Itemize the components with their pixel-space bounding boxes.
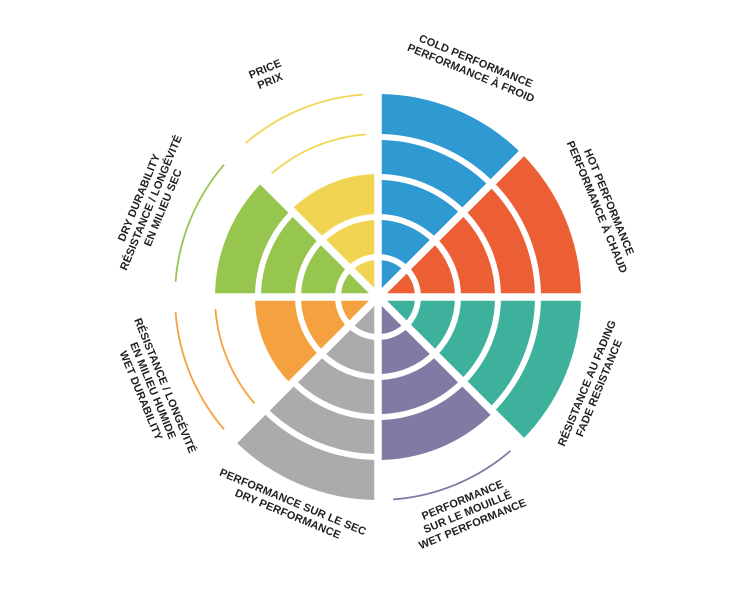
sector-fade-resistance-band-5 (493, 297, 581, 441)
sector-cold-performance-band-3 (378, 180, 461, 239)
sector-wet-performance-remainder-ring-5-arc (393, 450, 511, 501)
sector-hot-performance-band-4 (464, 185, 535, 297)
sector-fade-resistance-band-3 (436, 297, 495, 380)
sector-hot-performance-band-5 (493, 153, 581, 297)
sector-wet-performance-band-3 (378, 355, 461, 414)
sector-wet-durability-remainder-ring-5-arc (174, 312, 225, 430)
sector-dry-durability-band-3 (261, 214, 320, 297)
sector-dry-performance-band-4 (266, 383, 378, 454)
sector-hot-performance-band-3 (436, 214, 495, 297)
sector-wet-durability-band-3 (255, 297, 320, 384)
sector-price-remainder-ring-5-arc (245, 93, 363, 144)
sector-wet-performance-band-4 (378, 383, 494, 460)
sector-cold-performance-band-5 (378, 94, 522, 182)
sector-price-remainder-ring-4-arc (271, 133, 367, 174)
sector-fade-resistance-band-4 (464, 297, 535, 409)
sector-price-band-3 (291, 174, 378, 239)
sector-cold-performance-band-4 (378, 140, 490, 211)
sector-divider-line (222, 141, 534, 453)
sector-dry-performance-band-5 (234, 412, 378, 500)
sector-dry-durability-remainder-ring-5-arc (174, 164, 225, 282)
sector-dry-performance-band-3 (295, 355, 378, 414)
sector-dry-durability-band-4 (215, 181, 292, 297)
sector-wet-durability-remainder-ring-4-arc (214, 308, 255, 404)
